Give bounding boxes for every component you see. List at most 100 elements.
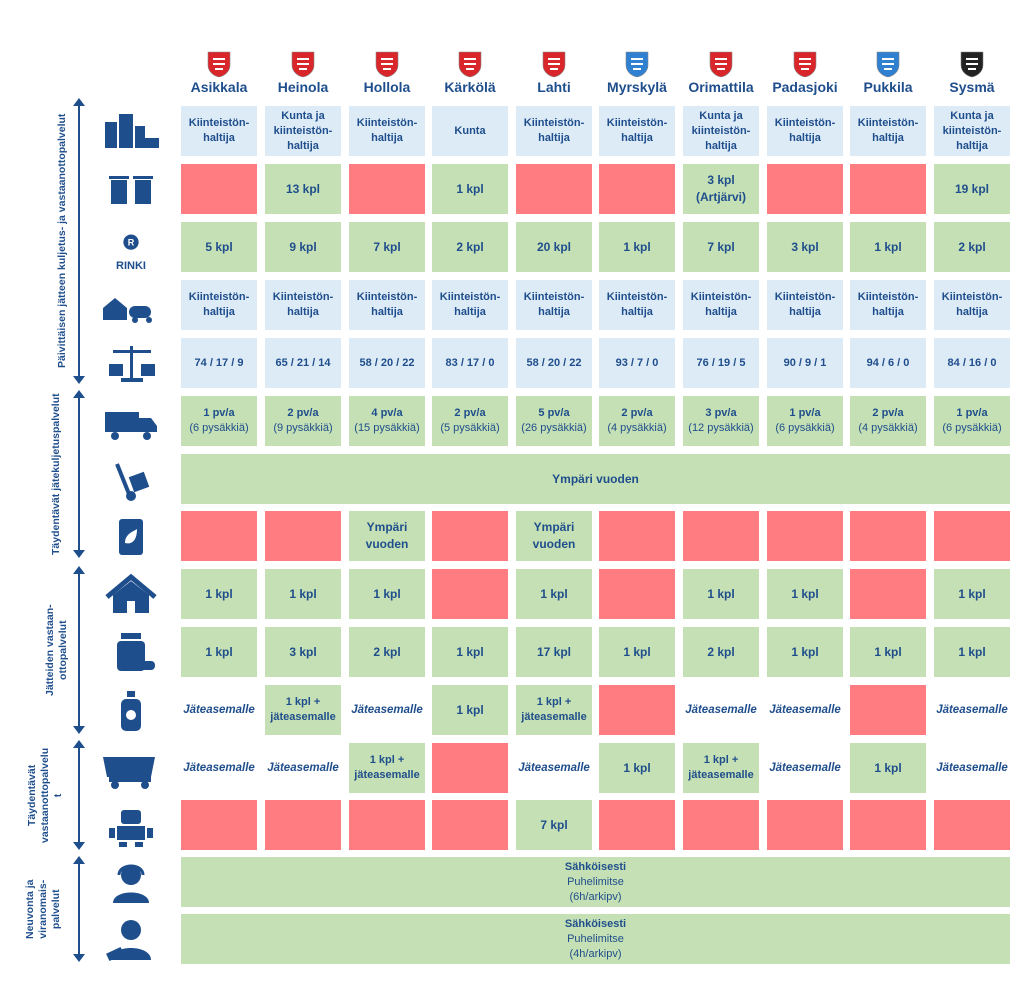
cell-text: haltija [872,306,904,318]
cell-text: haltija [538,306,570,318]
table-cell: Kiinteistön-haltija [767,280,843,330]
cell-text: 3 kpl [707,173,735,187]
municipality-header: Myrskylä [595,50,679,100]
cell-text: 1 kpl [205,644,233,659]
cell-text: (26 pysäkkiä) [521,422,587,434]
table-cell: 1 kpl + jäteasemalle [683,743,759,793]
cell-text: Kiinteistön- [857,117,919,129]
cell-text: 1 kpl [958,586,986,601]
table-cell: 58 / 20 / 22 [349,338,425,388]
municipality-header: Pukkila [846,50,930,100]
cell-text: Jäteasemalle [936,761,1008,774]
table-cell: Ympäri vuoden [349,511,425,561]
table-cell: 2 pv/a (9 pysäkkiä) [265,396,341,446]
table-cell: Kiinteistön-haltija [516,280,592,330]
table-cell: Kunta ja kiinteistön-haltija [683,106,759,156]
cell-text: (Artjärvi) [695,190,746,204]
cell-text: (6 pysäkkiä) [189,422,249,434]
group-bracket-line [78,398,80,550]
coat-of-arms-icon [207,51,231,78]
table-cell [432,743,508,793]
table-cell: 1 kpl [934,627,1010,677]
table-cell [850,569,926,619]
cell-text: 1 kpl + [536,696,572,708]
table-cell: 5 pv/a (26 pysäkkiä) [516,396,592,446]
hand-truck-icon [98,454,164,504]
medicine-bottle-icon [98,627,164,677]
cell-text: 2 pv/a [287,407,319,419]
cell-text: 58 / 20 / 22 [359,356,415,369]
table-cell [349,164,425,214]
cell-text: Jäteasemalle [518,761,590,774]
cell-text: ottopalvelut [57,620,69,680]
municipality-name: Padasjoki [772,79,838,95]
table-cell [934,800,1010,850]
table-cell: Kiinteistön-haltija [516,106,592,156]
svg-text:R: R [128,238,135,248]
arrow-down-icon [73,726,85,734]
cell-text: (5 pysäkkiä) [440,422,500,434]
coat-of-arms-icon [960,51,984,78]
group-label: Täydentävät jätekuljetuspalvelut [50,393,63,555]
table-cell [850,511,926,561]
table-cell: Kunta ja kiinteistön-haltija [934,106,1010,156]
cell-text: jäteasemalle [354,769,420,781]
coat-of-arms-icon [542,51,566,78]
cell-text: 1 pv/a [203,407,235,419]
cell-text: Jäteasemalle [769,761,841,774]
table-cell [850,164,926,214]
table-cell: 3 kpl (Artjärvi) [683,164,759,214]
arrow-up-icon [73,98,85,106]
cell-text: haltija [705,306,737,318]
cell-text: 1 kpl [958,644,986,659]
table-cell: 2 pv/a (4 pysäkkiä) [850,396,926,446]
table-cell: 90 / 9 / 1 [767,338,843,388]
table-cell: Jäteasemalle [181,743,257,793]
cell-text: 84 / 16 / 0 [947,356,997,369]
table-cell: 17 kpl [516,627,592,677]
cell-text: 17 kpl [536,644,572,659]
table-cell: Kiinteistön-haltija [349,106,425,156]
cell-text: Kiinteistön- [188,117,250,129]
table-cell-span: Sähköisesti Puhelimitse (6h/arkipv) [181,857,1010,907]
cell-text: (4 pysäkkiä) [607,422,667,434]
table-cell: Kiinteistön-haltija [265,280,341,330]
municipality-name: Kärkölä [444,79,496,95]
cell-text: (15 pysäkkiä) [354,422,420,434]
cell-text: Kunta [454,124,486,137]
cell-text: vuoden [532,537,576,551]
table-cell: Kiinteistön-haltija [683,280,759,330]
table-cell: 1 kpl [850,743,926,793]
table-cell: 1 kpl [432,164,508,214]
cell-text: haltija [538,132,570,144]
municipality-header: Hollola [345,50,429,100]
cell-text: haltija [789,306,821,318]
cell-text: 74 / 17 / 9 [194,356,244,369]
table-cell: Kunta [432,106,508,156]
table-cell: 1 kpl [599,743,675,793]
table-cell [683,800,759,850]
cell-text: Kiinteistön- [523,117,585,129]
cell-text: Päivittäisen jätteen kuljetus- ja vastaa… [56,113,68,368]
cell-text: Ympäri vuoden [552,471,639,486]
table-cell: 1 kpl [181,569,257,619]
cell-text: 93 / 7 / 0 [615,356,659,369]
cell-text: Jäteasemalle [351,703,423,716]
table-cell: 1 kpl [599,222,675,272]
cell-text: Kiinteistön- [606,117,668,129]
table-cell: 1 pv/a (6 pysäkkiä) [181,396,257,446]
cell-text: Jätteiden vastaan- [44,604,56,696]
house-tanker-icon [98,280,164,330]
cell-text: Kiinteistön- [941,291,1003,303]
table-cell: 1 kpl [432,685,508,735]
table-cell: 93 / 7 / 0 [599,338,675,388]
cell-text: 1 kpl [373,586,401,601]
waste-bins-icon [98,164,164,214]
cell-text: 1 kpl [456,702,484,717]
rinki-logo-icon: R RINKI [98,222,164,272]
table-cell: 65 / 21 / 14 [265,338,341,388]
cell-text: Jäteasemalle [183,703,255,716]
cell-text: 7 kpl [707,239,735,254]
house-icon [98,569,164,619]
arrow-down-icon [73,954,85,962]
